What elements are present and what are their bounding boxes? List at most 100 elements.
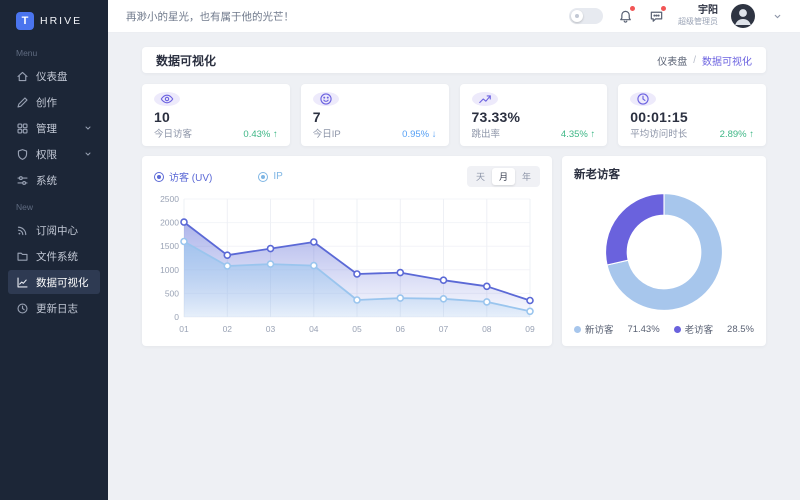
- sidebar-item-label: 仪表盘: [36, 70, 68, 83]
- sidebar-item-files[interactable]: 文件系统: [8, 244, 100, 268]
- legend-uv-label: 访客 (UV): [169, 173, 213, 184]
- sidebar-item-subscriptions[interactable]: 订阅中心: [8, 218, 100, 242]
- traffic-chart-card: 访客 (UV) IP 天 月 年 0 500 1000 1500 2000 2500 01 0…: [142, 156, 552, 346]
- svg-text:2500: 2500: [160, 194, 179, 204]
- sidebar-item-label: 权限: [36, 148, 57, 161]
- messages-button[interactable]: [647, 6, 666, 25]
- stat-value: 7: [312, 109, 321, 125]
- user-name: 宇阳: [698, 5, 718, 17]
- legend-uv-radio[interactable]: 访客 (UV): [154, 169, 212, 184]
- svg-text:02: 02: [223, 324, 233, 334]
- user-role: 超级管理员: [678, 17, 718, 27]
- chevron-down-icon: [774, 14, 780, 18]
- charts-row: 访客 (UV) IP 天 月 年 0 500 1000 1500 2000 2500 01 0…: [142, 156, 766, 346]
- down-arrow-icon: ↓: [431, 129, 437, 140]
- svg-text:2000: 2000: [160, 218, 179, 228]
- stat-card-ip: 7 今日IP 0.95% ↓: [300, 84, 449, 146]
- sidebar-section-new: New: [16, 202, 34, 212]
- stats-row: 10 今日访客 0.43% ↑ 7 今日IP 0.95% ↓: [142, 84, 766, 146]
- legend-dot: [673, 325, 681, 333]
- bell-icon: [619, 10, 631, 23]
- breadcrumb-separator: /: [693, 54, 696, 66]
- up-arrow-icon: ↑: [749, 129, 754, 140]
- legend-old-visitors-value: 28.5%: [727, 323, 754, 335]
- sidebar-item-dashboard[interactable]: 仪表盘: [8, 64, 100, 88]
- breadcrumb-root[interactable]: 仪表盘: [657, 56, 688, 68]
- stat-label: 平均访问时长: [630, 129, 688, 140]
- avatar[interactable]: [731, 4, 755, 28]
- notification-badge: [630, 6, 635, 11]
- trend-icon: [471, 92, 498, 106]
- stat-label: 跳出率: [471, 129, 501, 140]
- legend-ip-radio[interactable]: IP: [258, 171, 283, 182]
- donut-legend: 新访客 71.43% 老访客 28.5%: [574, 322, 754, 336]
- up-arrow-icon: ↑: [590, 129, 596, 140]
- sidebar-item-permissions[interactable]: 权限: [8, 142, 100, 166]
- svg-text:0: 0: [174, 312, 179, 322]
- period-segmented-control: 天 月 年: [466, 166, 540, 187]
- eye-icon: [154, 92, 180, 106]
- breadcrumb-current[interactable]: 数据可视化: [702, 56, 752, 68]
- stat-delta: 2.89% ↑: [719, 129, 754, 140]
- chevron-down-icon: [85, 126, 91, 130]
- sidebar-item-creation[interactable]: 创作: [8, 90, 100, 114]
- legend-old-visitors[interactable]: 老访客: [673, 322, 713, 336]
- svg-text:03: 03: [266, 324, 276, 334]
- top-header: 再渺小的星光，也有属于他的光芒！ 宇阳 超级管理员: [108, 0, 800, 33]
- legend-new-visitors[interactable]: 新访客: [574, 322, 614, 336]
- sidebar-item-label: 创作: [36, 96, 57, 109]
- breadcrumb: 仪表盘 / 数据可视化: [657, 53, 752, 68]
- message-badge: [661, 6, 666, 11]
- sliders-icon: [17, 175, 28, 185]
- logo-icon: T: [16, 12, 34, 30]
- legend-dot: [574, 325, 581, 333]
- rss-icon: [17, 226, 27, 235]
- sidebar-item-data-visualization[interactable]: 数据可视化: [8, 270, 100, 294]
- sidebar-item-label: 文件系统: [36, 250, 78, 263]
- stat-card-visitors: 10 今日访客 0.43% ↑: [142, 84, 290, 146]
- sidebar-item-label: 数据可视化: [36, 276, 89, 289]
- sidebar-item-changelog[interactable]: 更新日志: [8, 296, 100, 320]
- brand-name: HRIVE: [40, 15, 83, 27]
- period-tab-year[interactable]: 年: [521, 172, 531, 182]
- grid-icon: [17, 122, 28, 134]
- period-tab-month[interactable]: 月: [491, 168, 515, 185]
- legend-new-visitors-value: 71.43%: [627, 323, 660, 335]
- user-menu-button[interactable]: [768, 7, 786, 25]
- stat-delta: 0.43% ↑: [243, 129, 278, 140]
- smile-icon: [312, 92, 339, 106]
- sidebar-item-label: 系统: [36, 174, 57, 187]
- sidebar-item-system[interactable]: 系统: [8, 168, 100, 192]
- radio-icon: [154, 171, 164, 182]
- stat-card-avg-duration: 00:01:15 平均访问时长 2.89% ↑: [618, 84, 766, 146]
- folder-icon: [17, 252, 28, 261]
- brand-logo[interactable]: T HRIVE: [6, 8, 102, 40]
- stat-value: 73.33%: [471, 109, 521, 125]
- stat-value: 10: [154, 109, 170, 125]
- dark-mode-toggle[interactable]: [569, 8, 603, 24]
- stat-delta: 4.35% ↑: [560, 129, 596, 140]
- stat-value: 00:01:15: [630, 109, 688, 125]
- chevron-down-icon: [85, 152, 91, 156]
- main-content: 数据可视化 仪表盘 / 数据可视化 10 今日访客 0.43% ↑: [108, 33, 800, 500]
- up-arrow-icon: ↑: [273, 129, 278, 140]
- history-icon: [17, 302, 28, 314]
- stat-label: 今日IP: [312, 129, 341, 140]
- svg-text:08: 08: [482, 324, 492, 334]
- period-tab-day[interactable]: 天: [475, 172, 485, 182]
- svg-text:09: 09: [525, 324, 535, 334]
- svg-text:01: 01: [179, 324, 189, 334]
- visitor-type-card: 新老访客 新访客 71.43% 老访客: [562, 156, 766, 346]
- sidebar-item-label: 管理: [36, 122, 57, 135]
- page-title: 数据可视化: [156, 53, 217, 68]
- notifications-button[interactable]: [616, 6, 635, 25]
- svg-text:1500: 1500: [160, 241, 179, 251]
- sidebar-section-menu: Menu: [16, 48, 38, 58]
- legend-ip-label: IP: [273, 171, 283, 182]
- sidebar-item-management[interactable]: 管理: [8, 116, 100, 140]
- user-info: 宇阳 超级管理员: [678, 5, 718, 27]
- stat-label: 今日访客: [154, 129, 193, 140]
- svg-text:500: 500: [165, 288, 179, 298]
- home-icon: [17, 71, 28, 81]
